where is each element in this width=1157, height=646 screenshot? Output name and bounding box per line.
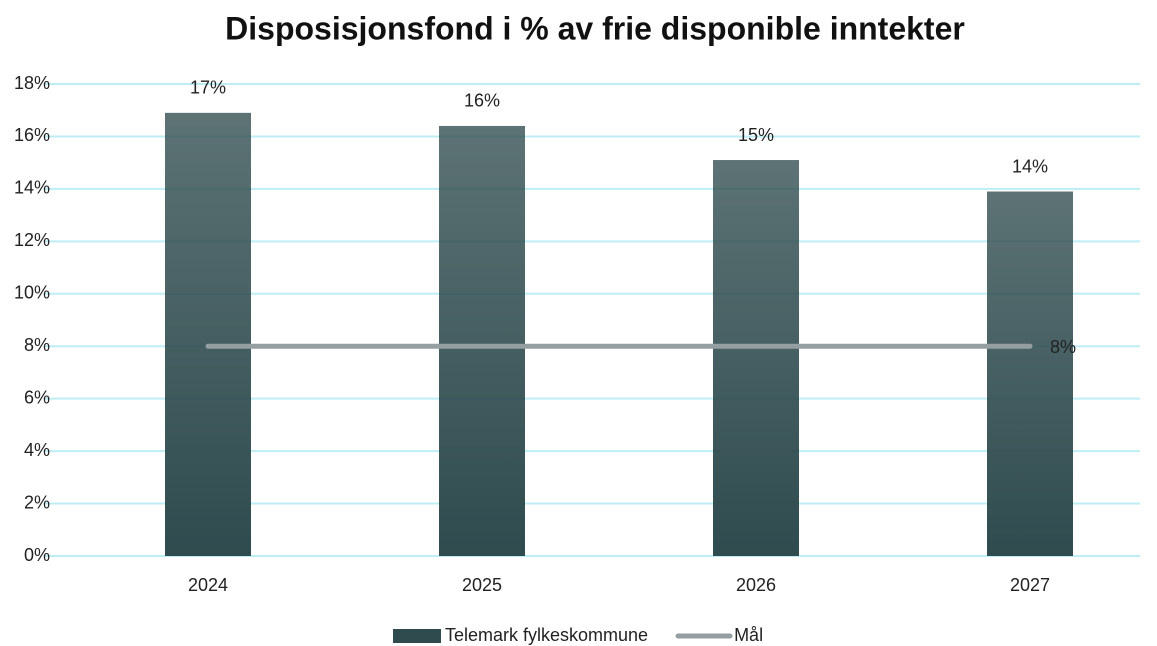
x-tick-label: 2024	[188, 575, 228, 595]
y-tick-label: 6%	[24, 387, 50, 407]
x-tick-label: 2026	[736, 575, 776, 595]
data-label: 14%	[1012, 156, 1048, 176]
x-tick-label: 2027	[1010, 575, 1050, 595]
y-tick-label: 8%	[24, 335, 50, 355]
data-label: 16%	[464, 91, 500, 111]
x-tick-label: 2025	[462, 575, 502, 595]
legend-item: Telemark fylkeskommune	[393, 625, 648, 645]
y-tick-label: 4%	[24, 440, 50, 460]
y-tick-label: 10%	[14, 283, 50, 303]
y-tick-label: 14%	[14, 178, 50, 198]
y-tick-label: 16%	[14, 125, 50, 145]
y-tick-label: 18%	[14, 73, 50, 93]
data-label: 15%	[738, 125, 774, 145]
bar	[439, 125, 525, 556]
y-tick-label: 2%	[24, 492, 50, 512]
legend-label: Mål	[734, 625, 763, 645]
y-tick-label: 0%	[24, 545, 50, 565]
legend-item: Mål	[675, 625, 763, 645]
bar	[713, 160, 799, 557]
legend-swatch	[393, 629, 441, 643]
bar	[987, 191, 1073, 556]
y-tick-label: 12%	[14, 230, 50, 250]
data-label: 8%	[1050, 337, 1076, 357]
bar	[165, 112, 251, 556]
data-label: 17%	[190, 78, 226, 98]
legend-label: Telemark fylkeskommune	[445, 625, 648, 645]
chart-title: Disposisjonsfond i % av frie disponible …	[225, 10, 965, 46]
